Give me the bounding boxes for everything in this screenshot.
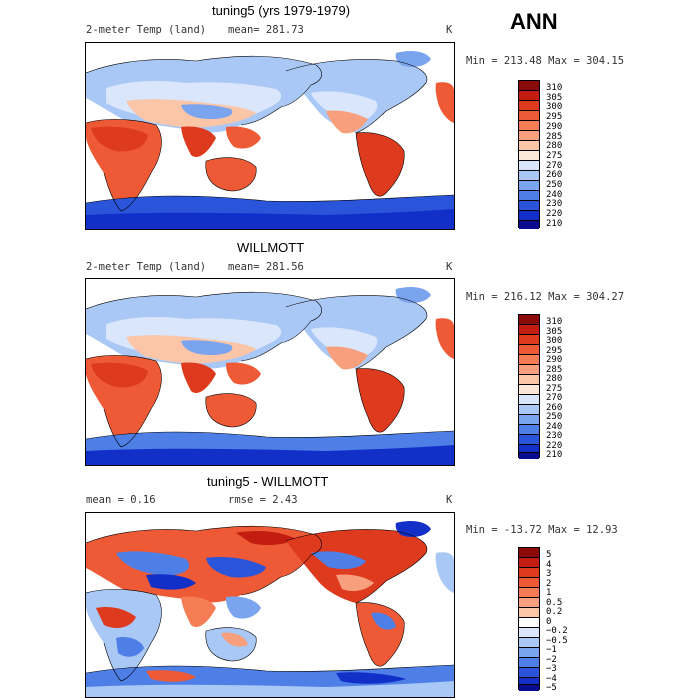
colorbar-tick-label: 310 <box>546 317 563 327</box>
panel2-colorbar <box>518 314 540 459</box>
colorbar-tick-label: 210 <box>546 450 563 460</box>
colorbar-tick-label: 305 <box>546 92 563 103</box>
panel3-units: K <box>446 494 453 506</box>
colorbar-tick-label: 240 <box>546 189 563 200</box>
colorbar-tick-label: 280 <box>546 374 563 384</box>
colorbar-tick-label: −0.2 <box>546 626 568 636</box>
colorbar-tick-label: 220 <box>546 440 563 451</box>
panel3-rmse: rmse = 2.43 <box>228 494 298 506</box>
colorbar-tick-label: 300 <box>546 102 563 113</box>
colorbar-tick-label: 285 <box>546 364 563 375</box>
colorbar-tick-label: 250 <box>546 180 563 190</box>
colorbar-tick-label: −5 <box>546 683 557 693</box>
panel1-mean: mean= 281.73 <box>228 24 304 36</box>
colorbar-tick-label: 230 <box>546 431 563 441</box>
colorbar-tick-label: 260 <box>546 170 563 181</box>
colorbar-tick-label: −3 <box>546 664 557 674</box>
colorbar-tick-label: 1 <box>546 588 552 598</box>
panel2-map <box>85 278 455 466</box>
colorbar-tick-label: 305 <box>546 326 563 337</box>
colorbar-tick-label: 290 <box>546 121 563 132</box>
panel2-variable: 2-meter Temp (land) <box>86 261 207 273</box>
panel1-colorbar <box>518 80 540 229</box>
colorbar-tick-label: 295 <box>546 345 563 356</box>
panel3-mean: mean = 0.16 <box>86 494 156 506</box>
panel3-title: tuning5 - WILLMOTT <box>207 474 329 489</box>
panel1-range: Min = 213.48 Max = 304.15 <box>466 55 625 67</box>
colorbar-tick-label: 210 <box>546 218 563 229</box>
colorbar-tick-label: 285 <box>546 131 563 142</box>
colorbar-tick-label: 250 <box>546 412 563 422</box>
colorbar-tick-label: 300 <box>546 336 563 346</box>
panel1-variable: 2-meter Temp (land) <box>86 24 207 36</box>
colorbar-tick-label: 0.2 <box>546 607 563 617</box>
colorbar-tick-label: 290 <box>546 355 563 365</box>
colorbar-tick-label: 220 <box>546 209 563 220</box>
colorbar-tick-label: 275 <box>546 383 563 394</box>
panel3-colorbar <box>518 547 540 691</box>
panel3-map <box>85 512 455 698</box>
colorbar-tick-label: 270 <box>546 393 563 403</box>
panel3-range: Min = -13.72 Max = 12.93 <box>466 524 618 536</box>
colorbar-tick-label: 310 <box>546 83 563 93</box>
colorbar-tick-label: 3 <box>546 569 552 579</box>
colorbar-tick-label: 280 <box>546 141 563 152</box>
season-label: ANN <box>510 9 558 34</box>
panel2-mean: mean= 281.56 <box>228 261 304 273</box>
colorbar-tick-label: 270 <box>546 160 563 171</box>
colorbar-tick-label: 260 <box>546 402 563 413</box>
colorbar-tick-label: 2 <box>546 578 552 589</box>
panel1-map <box>85 42 455 230</box>
colorbar-tick-label: 295 <box>546 112 563 123</box>
colorbar-tick-label: −4 <box>546 673 557 684</box>
panel2-title: WILLMOTT <box>237 240 305 255</box>
colorbar-tick-label: 275 <box>546 150 563 161</box>
colorbar-tick-label: −2 <box>546 654 557 665</box>
colorbar-tick-label: 230 <box>546 199 563 210</box>
panel1-units: K <box>446 24 453 36</box>
panel2-units: K <box>446 261 453 273</box>
panel2-range: Min = 216.12 Max = 304.27 <box>466 291 625 303</box>
colorbar-tick-label: 0.5 <box>546 597 563 608</box>
colorbar-tick-label: −1 <box>546 645 557 655</box>
colorbar-tick-label: 240 <box>546 421 563 432</box>
colorbar-tick-label: 0 <box>546 616 552 627</box>
colorbar-tick-label: 4 <box>546 559 552 570</box>
colorbar-tick-label: −0.5 <box>546 635 568 646</box>
panel1-title: tuning5 (yrs 1979-1979) <box>212 3 351 18</box>
colorbar-tick-label: 5 <box>546 550 552 560</box>
